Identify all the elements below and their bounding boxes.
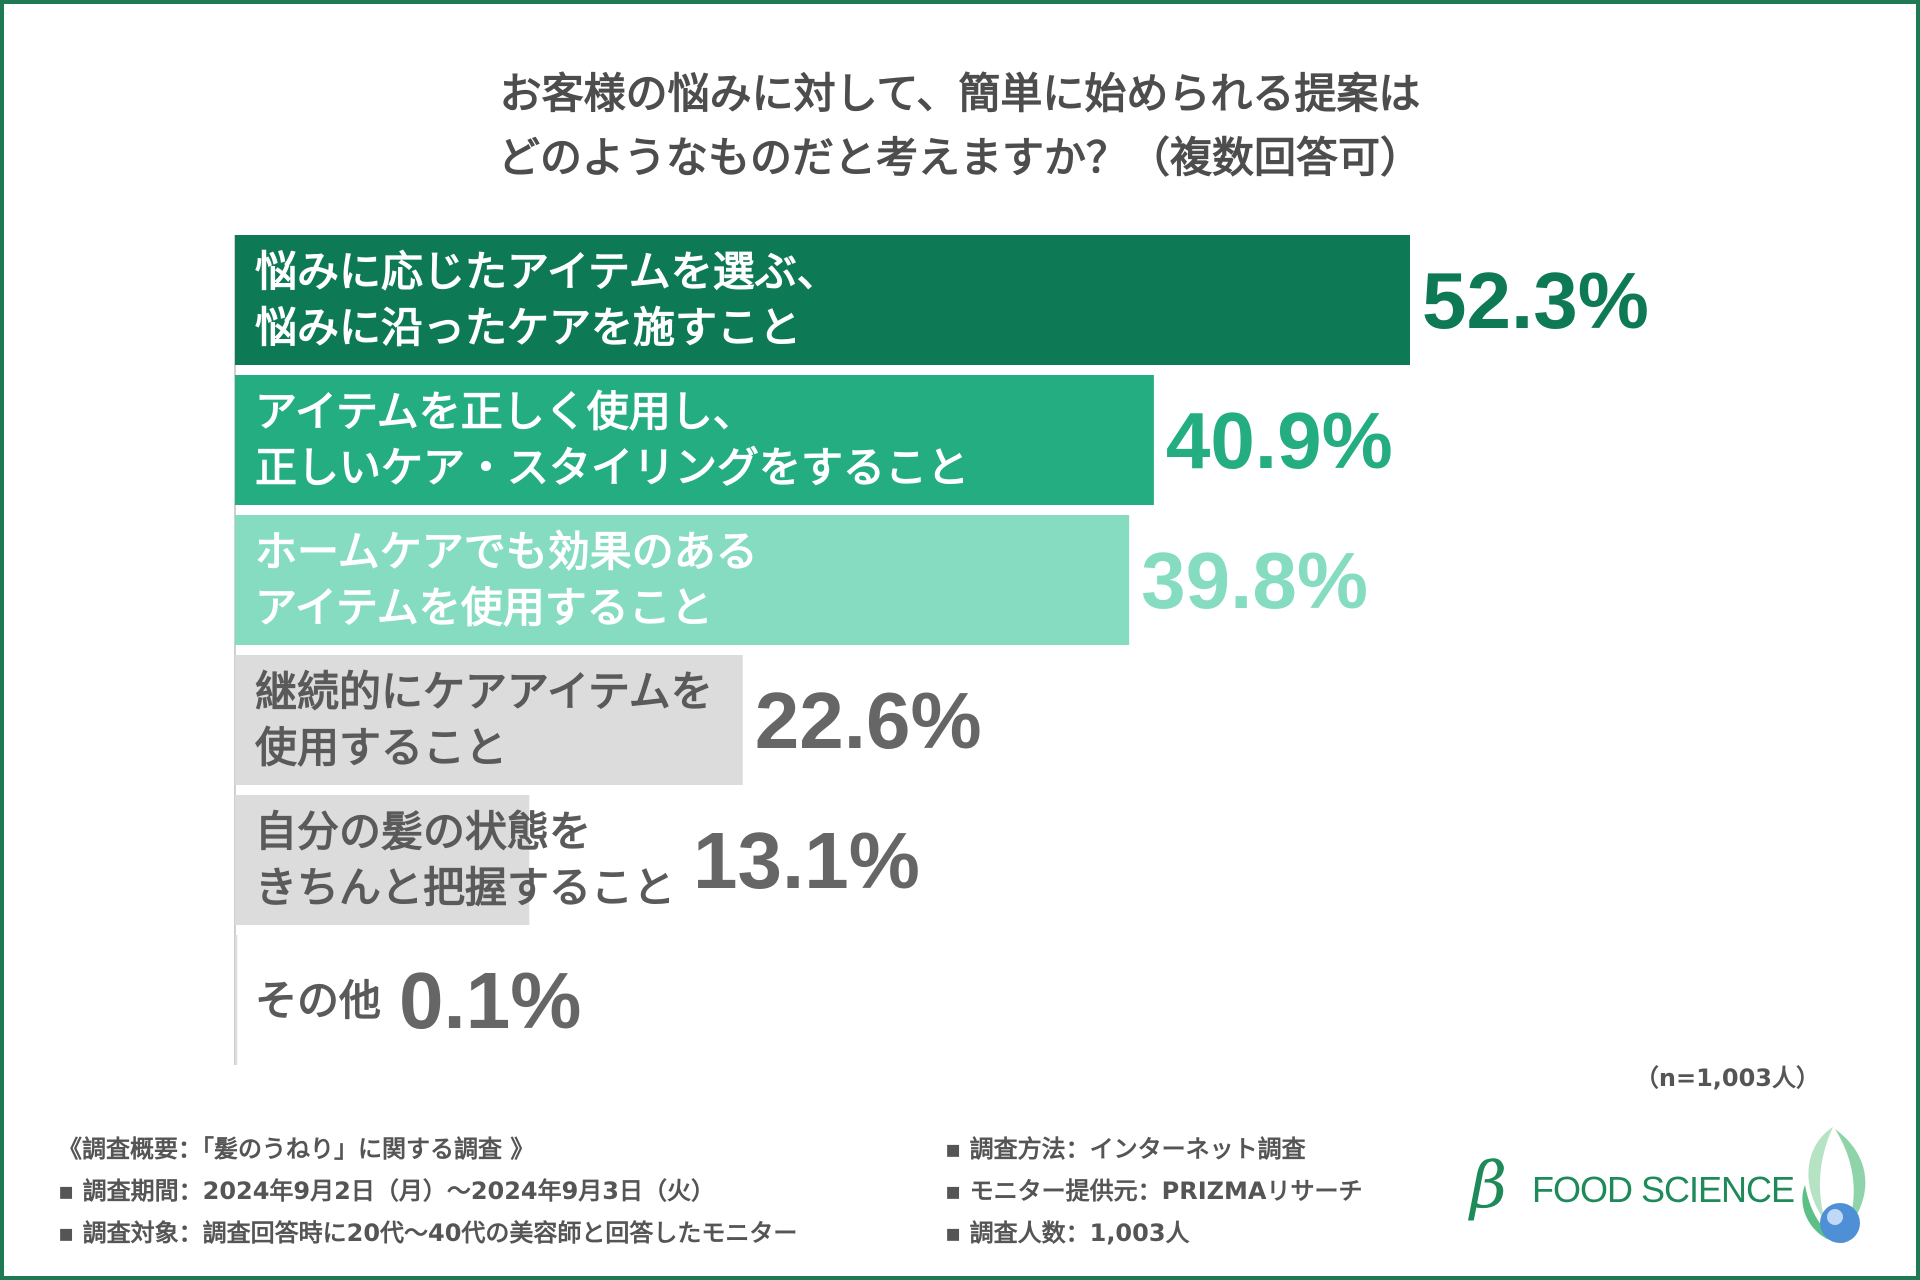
- survey-method: ▪ 調査方法：インターネット調査: [945, 1135, 1306, 1163]
- logo-text: FOOD SCIENCE: [1532, 1169, 1795, 1210]
- survey-target: ▪ 調査対象：調査回答時に20代～40代の美容師と回答したモニター: [58, 1219, 798, 1247]
- food-science-logo: β FOOD SCIENCE: [1470, 1125, 1880, 1255]
- bar-1: [235, 235, 1410, 365]
- logo-beta-mark: β: [1470, 1149, 1507, 1223]
- bar-2: [235, 375, 1154, 505]
- bar-4: [235, 655, 743, 785]
- category-label-2: アイテムを正しく使用し、正しいケア・スタイリングをすること: [255, 387, 969, 492]
- leaf-globe-icon: [1802, 1127, 1866, 1243]
- bar-5: [235, 795, 530, 925]
- chart-title: お客様の悩みに対して、簡単に始められる提案は どのようなものだと考えますか？（複…: [0, 62, 1920, 190]
- category-label-3: ホームケアでも効果のあるアイテムを使用すること: [255, 527, 758, 632]
- value-label-4: 22.6%: [755, 676, 982, 765]
- survey-heading: 《調査概要：「髪のうねり」に関する調査 》: [58, 1135, 535, 1163]
- value-label-5: 13.1%: [693, 816, 920, 905]
- category-label-6: その他: [255, 976, 381, 1025]
- survey-details: ▪ 調査方法：インターネット調査 ▪ モニター提供元：PRIZMAリサーチ ▪ …: [945, 1128, 1362, 1254]
- value-label-2: 40.9%: [1166, 396, 1393, 485]
- sample-size-note: （n=1,003人）: [1634, 1064, 1820, 1092]
- category-label-4: 継続的にケアアイテムを使用すること: [255, 667, 713, 772]
- bar-chart: 悩みに応じたアイテムを選ぶ、悩みに沿ったケアを施すこと 52.3% アイテムを正しく…: [234, 235, 1649, 1065]
- value-label-6: 0.1%: [399, 956, 581, 1045]
- bar-3: [235, 515, 1130, 645]
- title-line-2: どのようなものだと考えますか？（複数回答可）: [497, 133, 1422, 182]
- survey-count: ▪ 調査人数：1,003人: [945, 1219, 1190, 1247]
- bar-6: [235, 935, 238, 1065]
- category-label-1: 悩みに応じたアイテムを選ぶ、悩みに沿ったケアを施すこと: [255, 247, 839, 352]
- title-line-1: お客様の悩みに対して、簡単に始められる提案は: [499, 69, 1421, 118]
- value-label-1: 52.3%: [1422, 256, 1649, 345]
- survey-provider: ▪ モニター提供元：PRIZMAリサーチ: [945, 1177, 1363, 1205]
- value-label-3: 39.8%: [1141, 536, 1368, 625]
- survey-overview: 《調査概要：「髪のうねり」に関する調査 》 ▪ 調査期間：2024年9月2日（月…: [58, 1128, 797, 1254]
- category-label-5: 自分の髪の状態をきちんと把握すること: [255, 807, 675, 912]
- survey-period: ▪ 調査期間：2024年9月2日（月）～2024年9月3日（火）: [58, 1177, 716, 1205]
